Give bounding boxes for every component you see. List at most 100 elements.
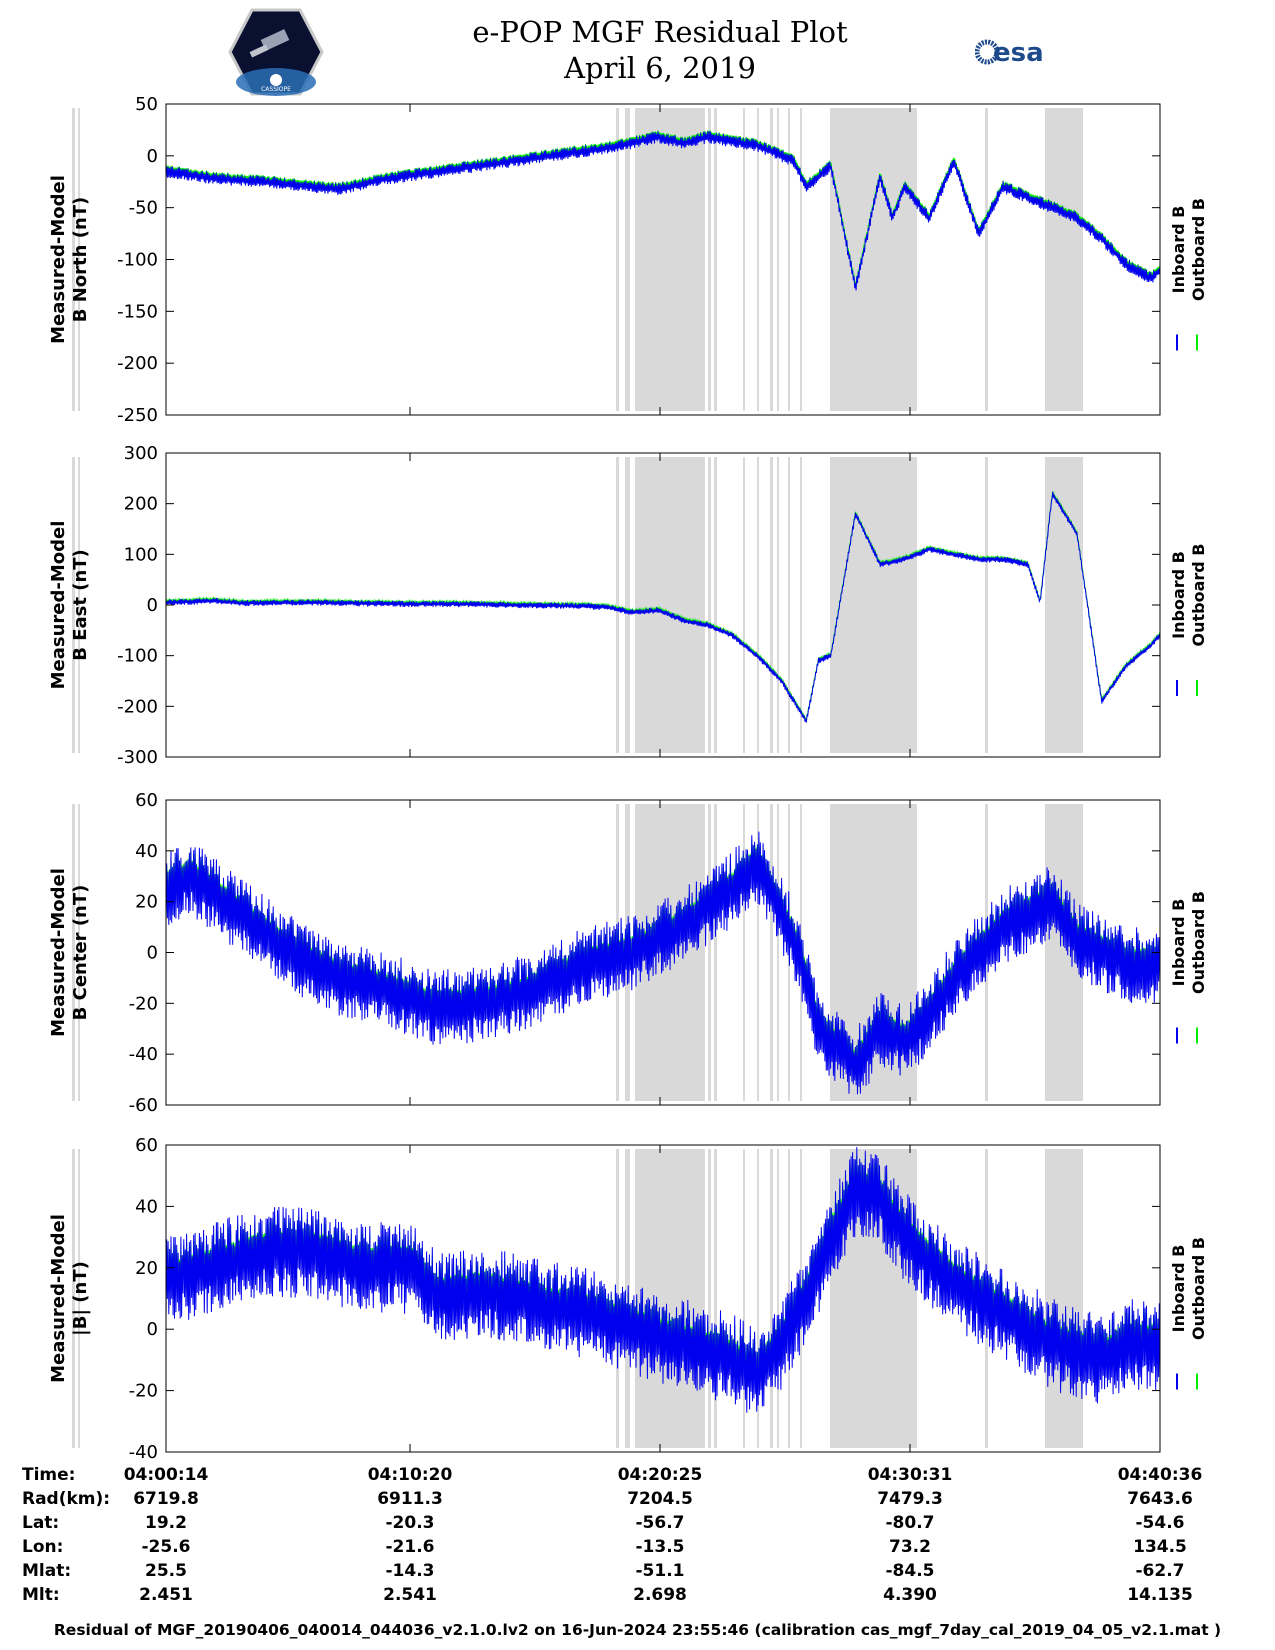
legend: Inboard B Outboard B: [1169, 198, 1208, 351]
data-gap-band: [743, 108, 745, 411]
data-gap-band: [72, 1149, 75, 1448]
info-row-label: Time:: [22, 1465, 76, 1485]
info-cell: -80.7: [885, 1513, 935, 1533]
data-gap-band: [616, 1149, 619, 1448]
legend-inboard-label: Inboard B: [1169, 206, 1188, 294]
cassiope-logo: CASSIOPE: [228, 8, 324, 96]
legend: Inboard B Outboard B: [1169, 891, 1208, 1044]
data-gap-band: [757, 804, 759, 1101]
legend-outboard-label: Outboard B: [1189, 1237, 1208, 1340]
data-gap-band: [757, 108, 759, 411]
panel-2: 300 200 100 0 -100 -200 -300 Measured-ModelB Ea…: [48, 443, 1208, 768]
info-cell: -25.6: [141, 1537, 191, 1557]
y-tick-label: 20: [135, 892, 158, 913]
info-row-label: Rad(km):: [22, 1489, 111, 1509]
data-gap-band: [616, 457, 619, 753]
y-axis-label: Measured-ModelB Center (nT): [48, 868, 91, 1037]
y-tick-label: -300: [117, 747, 158, 768]
data-gap-band: [985, 457, 988, 753]
info-cell: -54.6: [1135, 1513, 1185, 1533]
data-gap-band: [874, 457, 902, 753]
info-cell: 2.541: [383, 1585, 437, 1605]
data-gap-band: [616, 108, 619, 411]
data-gap-band: [904, 1149, 917, 1448]
info-cell: 04:40:36: [1117, 1465, 1203, 1485]
y-tick-label: -20: [129, 1381, 158, 1402]
data-gap-band: [635, 457, 705, 753]
data-gap-band: [902, 804, 904, 1101]
data-gap-band: [902, 457, 904, 753]
legend-outboard-label: Outboard B: [1189, 544, 1208, 647]
inboard-trace: [165, 131, 1161, 291]
info-cell: -62.7: [1135, 1561, 1185, 1581]
data-gap-band: [757, 1149, 759, 1448]
y-tick-label: -40: [129, 1442, 158, 1460]
data-gap-band: [874, 108, 902, 411]
info-cell: 73.2: [889, 1537, 931, 1557]
y-tick-label: 200: [124, 494, 158, 515]
info-row: Time: 04:00:14 04:10:20 04:20:25 04:30:31 04:…: [0, 1465, 1275, 1489]
data-gap-band: [777, 108, 779, 411]
y-tick-label: 0: [147, 943, 158, 964]
data-gap-band: [78, 804, 80, 1101]
y-tick-label: 300: [124, 443, 158, 464]
data-gap-band: [714, 108, 717, 411]
data-gap-band: [770, 804, 773, 1101]
y-tick-label: -20: [129, 993, 158, 1014]
info-cell: -13.5: [635, 1537, 685, 1557]
y-tick-label: -200: [117, 353, 158, 374]
y-tick-label: 0: [147, 595, 158, 616]
data-gap-band: [625, 108, 630, 411]
info-cell: 7204.5: [627, 1489, 693, 1509]
data-gap-band: [72, 457, 75, 753]
info-row: Lon: -25.6 -21.6 -13.5 73.2 134.5: [0, 1537, 1275, 1561]
data-gap-band: [708, 457, 711, 753]
info-cell: -51.1: [635, 1561, 685, 1581]
y-tick-label: 60: [135, 1135, 158, 1156]
data-gap-band: [714, 1149, 717, 1448]
y-axis-label: Measured-ModelB East (nT): [48, 521, 91, 690]
info-cell: 14.135: [1127, 1585, 1193, 1605]
panel-1: 50 0 -50 -100 -150 -200 -250 Measured-ModelB No…: [48, 94, 1208, 426]
data-gap-band: [902, 108, 904, 411]
data-gap-band: [743, 1149, 745, 1448]
data-gap-band: [777, 1149, 779, 1448]
inboard-trace: [165, 491, 1161, 723]
data-gap-band: [743, 804, 745, 1101]
y-tick-label: -200: [117, 696, 158, 717]
info-row-label: Mlat:: [22, 1561, 72, 1581]
data-gap-band: [714, 804, 717, 1101]
data-gap-band: [635, 108, 705, 411]
data-gap-band: [72, 108, 75, 411]
data-gap-band: [770, 108, 773, 411]
title-line-2: April 6, 2019: [564, 51, 756, 85]
y-tick-label: 0: [147, 146, 158, 167]
info-cell: 6911.3: [377, 1489, 443, 1509]
data-gap-band: [985, 108, 988, 411]
data-gap-band: [1045, 1149, 1083, 1448]
y-axis-label: Measured-ModelB North (nT): [48, 175, 91, 344]
info-cell: 2.451: [139, 1585, 193, 1605]
data-gap-band: [708, 108, 711, 411]
data-gap-band: [770, 1149, 773, 1448]
info-row-label: Lon:: [22, 1537, 64, 1557]
info-cell: -21.6: [385, 1537, 435, 1557]
data-gap-band: [872, 804, 875, 1101]
info-cell: 6719.8: [133, 1489, 199, 1509]
y-tick-label: 40: [135, 841, 158, 862]
info-cell: 04:00:14: [123, 1465, 209, 1485]
info-row-label: Mlt:: [22, 1585, 60, 1605]
data-gap-band: [625, 457, 630, 753]
data-gap-band: [904, 457, 917, 753]
data-gap-band: [714, 457, 717, 753]
footer-caption: Residual of MGF_20190406_040014_044036_v…: [53, 1621, 1222, 1639]
data-gap-band: [830, 108, 872, 411]
data-gap-band: [635, 1149, 705, 1448]
info-cell: -56.7: [635, 1513, 685, 1533]
plot-frame: [165, 1144, 1161, 1453]
info-cell: -20.3: [385, 1513, 435, 1533]
y-tick-label: -100: [117, 646, 158, 667]
data-gap-band: [625, 1149, 630, 1448]
legend: Inboard B Outboard B: [1169, 1237, 1208, 1390]
